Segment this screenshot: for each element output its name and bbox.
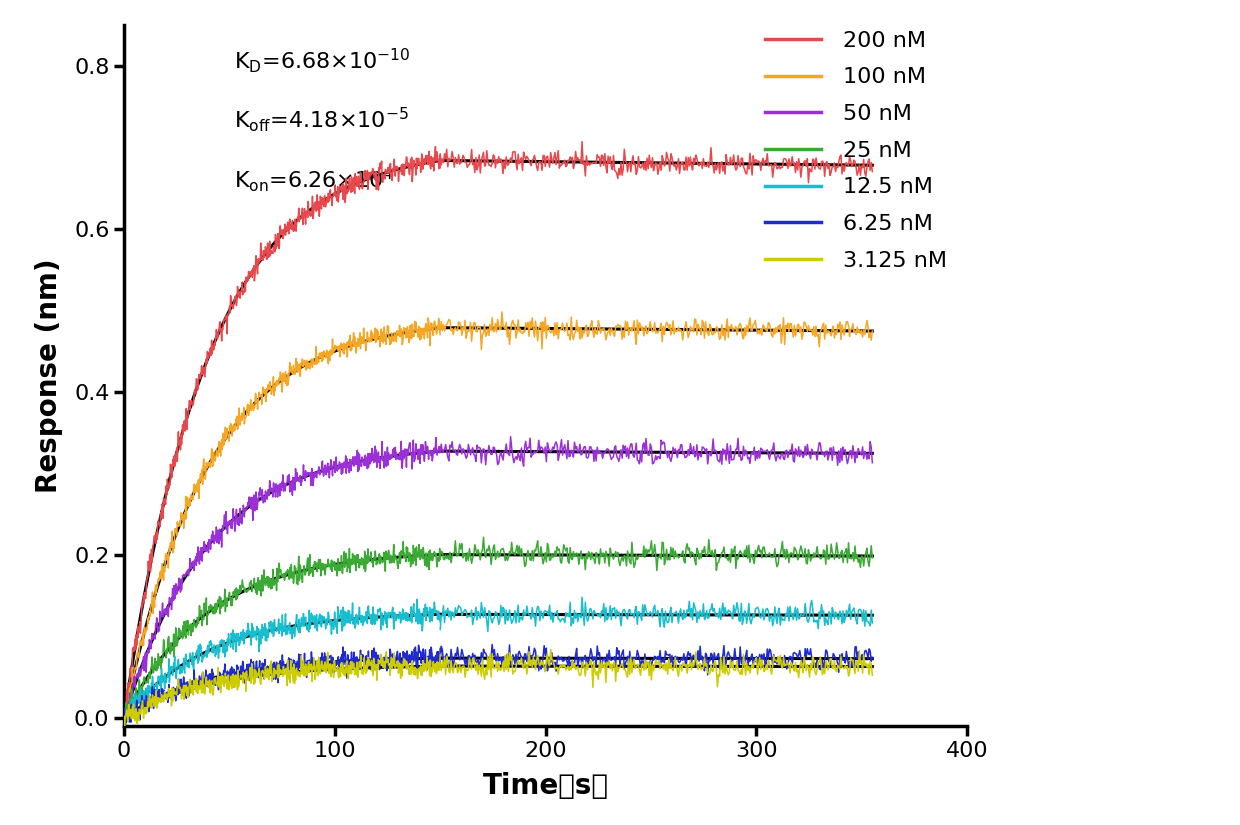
X-axis label: Time（s）: Time（s） bbox=[482, 771, 609, 799]
Y-axis label: Response (nm): Response (nm) bbox=[35, 258, 63, 493]
Text: K$_\mathregular{off}$=4.18×10$^{-5}$: K$_\mathregular{off}$=4.18×10$^{-5}$ bbox=[233, 106, 408, 134]
Legend: 200 nM, 100 nM, 50 nM, 25 nM, 12.5 nM, 6.25 nM, 3.125 nM: 200 nM, 100 nM, 50 nM, 25 nM, 12.5 nM, 6… bbox=[756, 21, 956, 280]
Text: K$_\mathregular{D}$=6.68×10$^{-10}$: K$_\mathregular{D}$=6.68×10$^{-10}$ bbox=[233, 45, 410, 74]
Text: K$_\mathregular{on}$=6.26×10$^{4}$: K$_\mathregular{on}$=6.26×10$^{4}$ bbox=[233, 165, 393, 194]
